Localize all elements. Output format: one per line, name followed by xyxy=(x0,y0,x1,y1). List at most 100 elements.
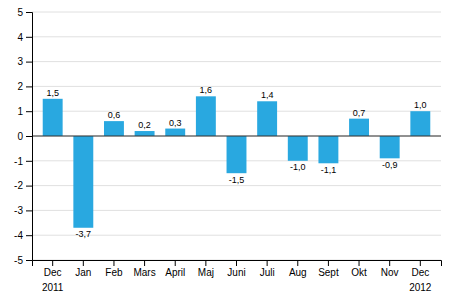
bar xyxy=(196,96,216,136)
bar xyxy=(227,136,247,173)
tick-label: Dec xyxy=(411,267,429,278)
axis-line xyxy=(33,261,442,267)
tick-mark xyxy=(83,260,84,266)
bar xyxy=(349,119,369,136)
tick-label: 5 xyxy=(17,7,23,18)
chart-container: 1,5-3,70,60,20,31,6-1,51,4-1,0-1,10,7-0,… xyxy=(0,0,453,302)
grid-line xyxy=(32,210,441,211)
tick-label: 4 xyxy=(17,32,23,43)
x-tick: Nov xyxy=(381,260,399,278)
grid-line xyxy=(32,12,441,13)
plot: 1,5-3,70,60,20,31,6-1,51,4-1,0-1,10,7-0,… xyxy=(14,7,441,294)
grid xyxy=(32,12,441,260)
data-label: 0,6 xyxy=(108,110,121,120)
tick-mark xyxy=(26,136,32,137)
y-tick: 3 xyxy=(17,56,32,67)
x-tick: April xyxy=(165,260,185,278)
x-axis: DecJanFebMarsAprilMajJuniJuliAugSeptOktN… xyxy=(33,260,442,278)
tick-mark xyxy=(389,260,390,266)
tick-mark xyxy=(175,260,176,266)
tick-mark xyxy=(26,260,32,261)
y-tick: -1 xyxy=(14,156,32,167)
annotation: 2011 xyxy=(42,282,64,293)
chart-svg: 1,5-3,70,60,20,31,6-1,51,4-1,0-1,10,7-0,… xyxy=(0,0,453,302)
y-tick: 2 xyxy=(17,81,32,92)
y-tick: 1 xyxy=(17,106,32,117)
tick-label: -3 xyxy=(14,205,23,216)
annotations: 2011 2012 xyxy=(42,282,432,293)
x-tick: Sept xyxy=(318,260,339,278)
tick-mark xyxy=(236,260,237,266)
bar xyxy=(380,136,400,158)
y-tick: -2 xyxy=(14,180,32,191)
data-label: -1,0 xyxy=(290,162,306,172)
data-label: 1,6 xyxy=(200,85,213,95)
data-label: 1,5 xyxy=(46,88,59,98)
tick-mark xyxy=(144,260,145,266)
data-labels: 1,5-3,70,60,20,31,6-1,51,4-1,0-1,10,7-0,… xyxy=(46,85,426,239)
tick-mark xyxy=(26,210,32,211)
bar xyxy=(135,131,155,136)
x-tick: Okt xyxy=(351,260,367,278)
grid-line xyxy=(32,185,441,186)
tick-label: 3 xyxy=(17,56,23,67)
tick-mark xyxy=(26,186,32,187)
tick-mark xyxy=(26,12,32,13)
data-label: 0,3 xyxy=(169,118,182,128)
data-label: 0,7 xyxy=(353,108,366,118)
tick-mark xyxy=(52,260,53,266)
x-tick: Mars xyxy=(133,260,155,278)
data-label: 1,0 xyxy=(414,100,427,110)
tick-label: Aug xyxy=(289,267,307,278)
bar xyxy=(288,136,308,161)
x-tick: Feb xyxy=(105,260,123,278)
tick-label: Okt xyxy=(351,267,367,278)
grid-line xyxy=(32,235,441,236)
bar xyxy=(43,99,63,136)
tick-label: 0 xyxy=(17,131,23,142)
tick-label: Mars xyxy=(133,267,155,278)
tick-label: Maj xyxy=(198,267,214,278)
y-tick: 0 xyxy=(17,131,32,142)
x-tick: Juni xyxy=(227,260,245,278)
data-label: 1,4 xyxy=(261,90,274,100)
tick-mark xyxy=(359,260,360,266)
tick-label: -2 xyxy=(14,180,23,191)
tick-label: Dec xyxy=(44,267,62,278)
tick-mark xyxy=(205,260,206,266)
x-tick: Juli xyxy=(260,260,275,278)
tick-mark xyxy=(113,260,114,266)
bar xyxy=(104,121,124,136)
axis-line xyxy=(26,13,33,261)
data-label: 0,2 xyxy=(138,120,151,130)
tick-label: Sept xyxy=(318,267,339,278)
bar xyxy=(318,136,338,163)
tick-mark xyxy=(328,260,329,266)
x-tick: Aug xyxy=(289,260,307,278)
tick-mark xyxy=(26,86,32,87)
data-label: -0,9 xyxy=(382,160,398,170)
tick-label: Nov xyxy=(381,267,399,278)
data-label: -1,5 xyxy=(229,175,245,185)
y-tick: 4 xyxy=(17,32,32,43)
tick-label: 1 xyxy=(17,106,23,117)
grid-line xyxy=(32,86,441,87)
tick-label: Juli xyxy=(260,267,275,278)
bars xyxy=(43,96,431,227)
y-tick: -4 xyxy=(14,230,32,241)
tick-label: -5 xyxy=(14,255,23,266)
data-label: -3,7 xyxy=(76,229,92,239)
grid-line xyxy=(32,61,441,62)
tick-mark xyxy=(297,260,298,266)
zero-line xyxy=(32,136,441,137)
y-axis: -5 -4 -3 -2 -1 0 1 2 3 4 5 xyxy=(14,7,32,266)
tick-label: -4 xyxy=(14,230,23,241)
tick-label: -1 xyxy=(14,156,23,167)
tick-label: 2 xyxy=(17,81,23,92)
annotation: 2012 xyxy=(409,282,432,293)
tick-mark xyxy=(26,62,32,63)
tick-mark xyxy=(26,37,32,38)
y-tick: -3 xyxy=(14,205,32,216)
bar xyxy=(257,101,277,136)
tick-mark xyxy=(267,260,268,266)
